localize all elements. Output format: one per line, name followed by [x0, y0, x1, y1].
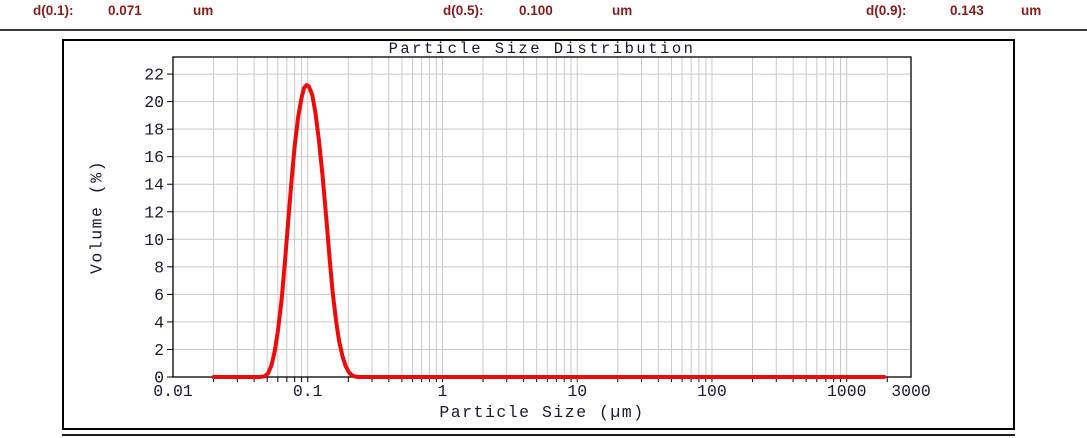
distribution-plot: 0 2 4 6 8 10 12 14 16 18 20 22 0.01 0.1 1 10 100 1000 3000: [62, 39, 1015, 430]
d50-label: d(0.5):: [443, 3, 484, 18]
svg-text:1000: 1000: [827, 382, 867, 401]
svg-text:1: 1: [438, 382, 448, 401]
svg-text:20: 20: [144, 93, 164, 112]
d50-value: 0.100: [519, 3, 553, 18]
y-axis-label: Volume (%): [87, 159, 107, 275]
svg-text:0.1: 0.1: [293, 382, 323, 401]
svg-text:18: 18: [144, 121, 164, 140]
svg-text:4: 4: [154, 313, 164, 332]
svg-text:3000: 3000: [891, 382, 931, 401]
header-divider: [0, 29, 1087, 31]
svg-text:12: 12: [144, 203, 164, 222]
d90-unit: um: [1021, 3, 1042, 18]
svg-text:10: 10: [144, 231, 164, 250]
svg-text:10: 10: [567, 382, 587, 401]
d10-value: 0.071: [108, 3, 142, 18]
svg-text:2: 2: [154, 341, 164, 360]
x-axis-label: Particle Size (µm): [439, 403, 645, 422]
svg-text:8: 8: [154, 258, 164, 277]
d90-value: 0.143: [950, 3, 984, 18]
table-top-border: [62, 434, 1015, 436]
svg-text:16: 16: [144, 148, 164, 167]
d10-label: d(0.1):: [33, 3, 74, 18]
d50-unit: um: [612, 3, 633, 18]
svg-text:22: 22: [144, 66, 164, 85]
chart-title: Particle Size Distribution: [388, 40, 696, 58]
d10-unit: um: [193, 3, 214, 18]
svg-text:6: 6: [154, 286, 164, 305]
d90-label: d(0.9):: [866, 3, 907, 18]
svg-text:0: 0: [154, 369, 164, 388]
svg-text:0.01: 0.01: [153, 382, 193, 401]
chart-frame: 0 2 4 6 8 10 12 14 16 18 20 22 0.01 0.1 1 10 100 1000 3000…: [62, 39, 1015, 430]
svg-text:100: 100: [697, 382, 727, 401]
svg-text:14: 14: [144, 176, 164, 195]
